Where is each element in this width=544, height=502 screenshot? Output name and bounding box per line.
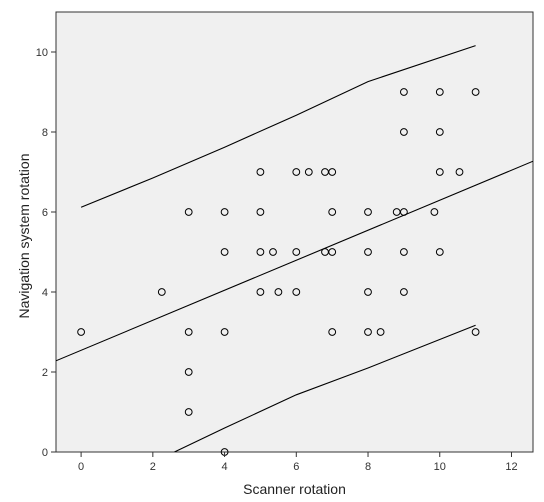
y-tick-label: 8 <box>42 127 48 139</box>
data-point <box>220 208 229 216</box>
data-point <box>364 288 372 296</box>
data-point <box>184 328 193 336</box>
data-point <box>256 168 265 176</box>
data-point <box>471 328 480 336</box>
y-axis-title: Navigation system rotation <box>16 154 32 319</box>
data-point <box>400 128 408 136</box>
x-tick-label: 6 <box>293 461 299 473</box>
data-point <box>274 288 283 296</box>
fit-line <box>56 160 533 362</box>
data-point <box>256 208 265 216</box>
x-tick-label: 0 <box>78 461 84 473</box>
y-tick-label: 4 <box>42 287 48 299</box>
data-point <box>77 328 85 336</box>
data-point <box>157 288 166 296</box>
x-tick-label: 12 <box>505 461 517 473</box>
data-point <box>435 168 444 176</box>
data-point <box>400 288 408 296</box>
data-point <box>376 328 385 336</box>
data-point <box>292 168 301 176</box>
data-point <box>435 248 444 256</box>
y-tick-label: 6 <box>42 207 48 219</box>
data-point <box>328 248 337 256</box>
y-tick-label: 10 <box>36 47 48 59</box>
y-tick-label: 0 <box>42 447 48 459</box>
data-point <box>184 368 193 376</box>
data-point <box>435 128 444 136</box>
x-axis-title: Scanner rotation <box>243 481 346 497</box>
data-point <box>220 248 229 256</box>
data-point <box>269 248 277 256</box>
data-point <box>471 88 480 96</box>
y-tick-label: 2 <box>42 367 48 379</box>
upper-line <box>80 45 476 208</box>
data-point <box>328 168 337 176</box>
data-point <box>292 288 301 296</box>
y-axis-ticks: 0 2 4 6 8 10 <box>36 47 56 459</box>
x-tick-label: 2 <box>150 461 156 473</box>
data-point <box>220 328 229 336</box>
data-point <box>435 88 444 96</box>
data-point <box>184 208 193 216</box>
data-point <box>256 248 265 256</box>
data-point <box>256 288 265 296</box>
data-point <box>364 248 372 256</box>
data-point <box>400 208 408 216</box>
data-points <box>77 88 480 456</box>
x-tick-label: 10 <box>434 461 446 473</box>
data-point <box>328 328 337 336</box>
data-point <box>292 248 301 256</box>
data-point <box>328 208 337 216</box>
data-point <box>184 408 193 416</box>
x-tick-label: 8 <box>365 461 371 473</box>
data-point <box>455 168 464 176</box>
plot-area <box>55 11 534 453</box>
fit-lines <box>56 45 533 452</box>
lower-line <box>174 324 476 452</box>
data-point <box>364 208 372 216</box>
data-point <box>400 88 408 96</box>
x-tick-label: 4 <box>222 461 228 473</box>
data-point <box>364 328 372 336</box>
data-point <box>400 248 408 256</box>
x-axis-ticks: 0 2 4 6 8 10 12 <box>78 452 518 473</box>
data-point <box>430 208 439 216</box>
data-point <box>304 168 313 176</box>
